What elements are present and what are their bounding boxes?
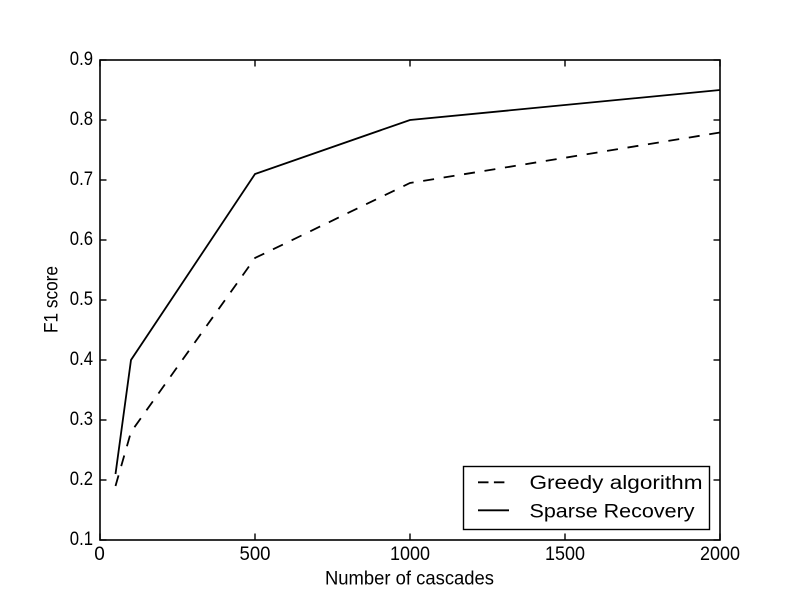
svg-text:Sparse Recovery: Sparse Recovery [530, 501, 696, 522]
svg-text:Number of cascades: Number of cascades [325, 568, 494, 589]
svg-text:F1 score: F1 score [42, 266, 63, 333]
svg-text:0.1: 0.1 [70, 529, 93, 550]
svg-text:2000: 2000 [700, 544, 740, 565]
svg-text:0.2: 0.2 [70, 469, 93, 490]
svg-text:1500: 1500 [545, 544, 585, 565]
svg-text:0.8: 0.8 [70, 109, 93, 130]
svg-text:0.9: 0.9 [70, 49, 93, 70]
svg-text:0: 0 [94, 544, 105, 565]
svg-text:0.6: 0.6 [70, 229, 93, 250]
svg-text:1000: 1000 [390, 544, 430, 565]
svg-text:Greedy algorithm: Greedy algorithm [530, 473, 703, 494]
svg-text:0.7: 0.7 [70, 169, 93, 190]
svg-text:0.4: 0.4 [70, 349, 94, 370]
svg-text:0.3: 0.3 [70, 409, 93, 430]
svg-text:500: 500 [240, 544, 271, 565]
svg-text:0.5: 0.5 [70, 289, 93, 310]
